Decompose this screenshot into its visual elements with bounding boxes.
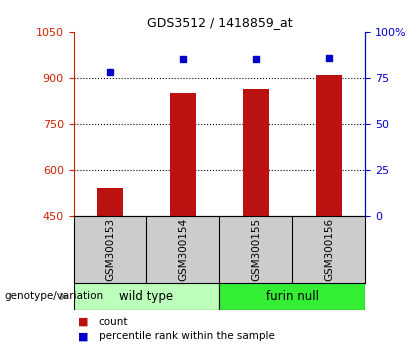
Text: GSM300154: GSM300154 bbox=[178, 218, 188, 281]
Bar bbox=[170, 93, 196, 216]
Text: furin null: furin null bbox=[266, 290, 319, 303]
Text: wild type: wild type bbox=[119, 290, 173, 303]
Bar bbox=[97, 188, 123, 216]
Text: GSM300153: GSM300153 bbox=[105, 218, 115, 281]
Bar bbox=[74, 283, 220, 310]
Bar bbox=[316, 75, 342, 216]
Text: GSM300155: GSM300155 bbox=[251, 218, 261, 281]
Title: GDS3512 / 1418859_at: GDS3512 / 1418859_at bbox=[147, 16, 292, 29]
Bar bbox=[243, 88, 269, 216]
Text: GSM300156: GSM300156 bbox=[324, 218, 334, 281]
Text: percentile rank within the sample: percentile rank within the sample bbox=[99, 331, 275, 341]
Text: count: count bbox=[99, 317, 128, 327]
Text: ■: ■ bbox=[78, 331, 88, 341]
Text: genotype/variation: genotype/variation bbox=[4, 291, 103, 302]
Bar bbox=[220, 283, 365, 310]
Text: ■: ■ bbox=[78, 317, 88, 327]
